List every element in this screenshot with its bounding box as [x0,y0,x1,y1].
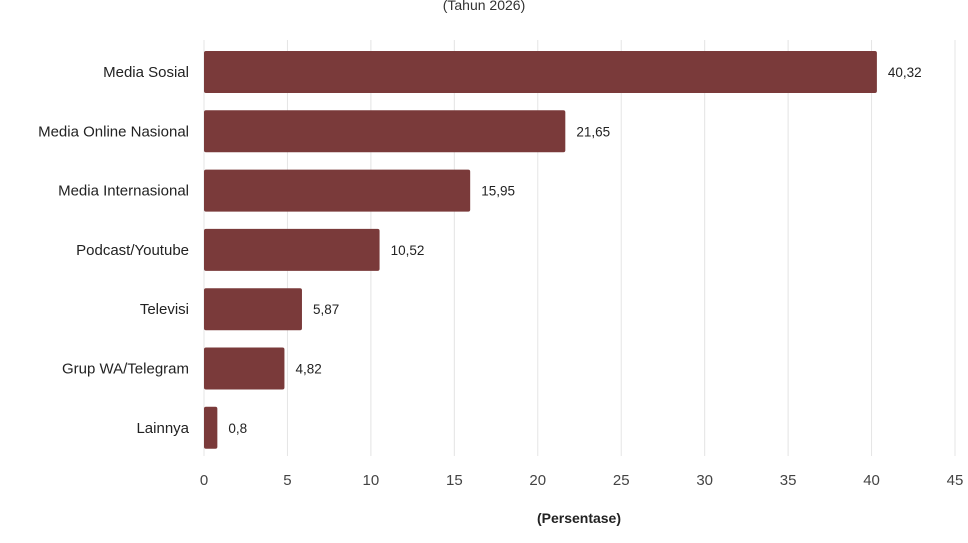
x-tick-label: 20 [529,472,546,489]
data-label: 0,8 [228,421,247,436]
x-tick-label: 25 [613,472,630,489]
bar [204,228,380,271]
bar [204,51,877,93]
data-label: 5,87 [313,302,339,317]
category-label: Televisi [140,301,189,318]
x-tick-label: 40 [863,472,880,489]
x-tick-label: 10 [363,472,380,489]
data-label: 4,82 [295,362,321,377]
x-tick-label: 5 [283,472,291,489]
x-axis-title: (Persentase) [537,510,621,526]
bar [204,288,302,331]
category-label: Podcast/Youtube [76,242,189,259]
x-tick-label: 0 [200,472,208,489]
bar [204,406,218,449]
category-label: Media Sosial [103,64,189,81]
data-label: 10,52 [391,243,425,258]
data-label: 40,32 [888,65,922,80]
category-label: Media Internasional [58,183,189,200]
x-tick-label: 15 [446,472,463,489]
data-label: 21,65 [576,124,610,139]
bar [204,347,285,390]
category-labels: Media Sosial Media Online Nasional Media I… [38,64,190,437]
x-tick-label: 35 [780,472,797,489]
category-label: Grup WA/Telegram [62,361,189,378]
chart-subtitle: (Tahun 2026) [443,0,526,13]
x-tick-label: 45 [947,472,964,489]
value-labels: 40,32 21,65 15,95 10,52 5,87 4,82 0,8 [228,65,921,436]
x-tick-label: 30 [696,472,713,489]
bars [204,51,877,449]
category-label: Lainnya [136,420,189,437]
bar [204,110,566,153]
bar [204,169,471,212]
gridlines [203,40,956,456]
data-label: 15,95 [481,184,515,199]
category-label: Media Online Nasional [38,123,189,140]
x-axis-ticks: 0 5 10 15 20 25 30 35 40 45 [200,472,964,489]
